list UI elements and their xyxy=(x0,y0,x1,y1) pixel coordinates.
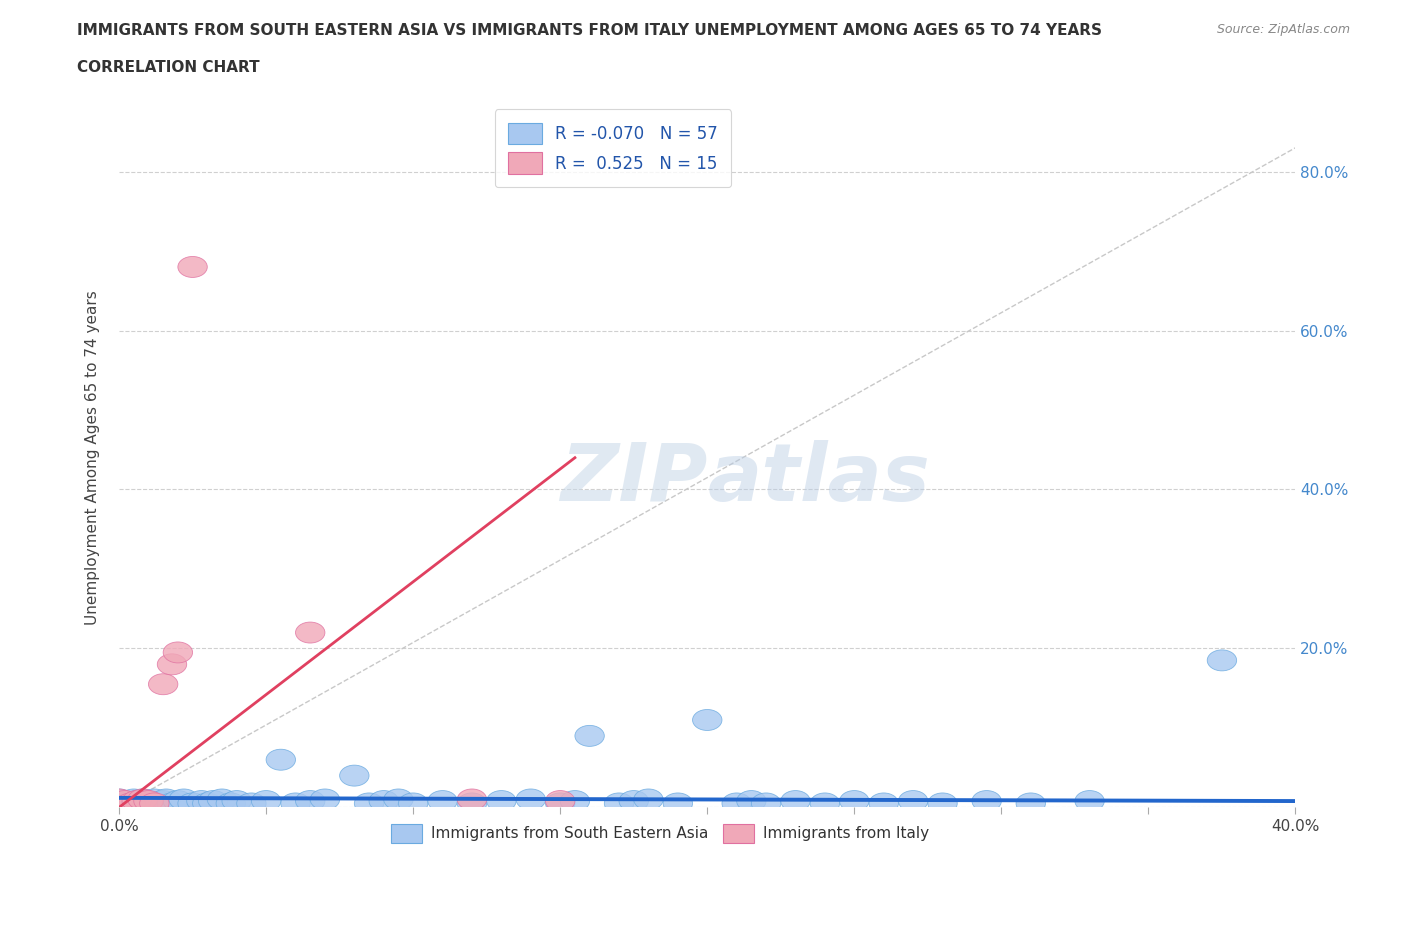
Ellipse shape xyxy=(104,789,134,810)
Ellipse shape xyxy=(575,725,605,747)
Ellipse shape xyxy=(340,765,368,786)
Ellipse shape xyxy=(217,793,246,814)
Ellipse shape xyxy=(972,790,1001,812)
Ellipse shape xyxy=(721,793,751,814)
Ellipse shape xyxy=(560,790,589,812)
Ellipse shape xyxy=(780,790,810,812)
Ellipse shape xyxy=(266,750,295,770)
Ellipse shape xyxy=(516,789,546,810)
Ellipse shape xyxy=(110,790,139,812)
Ellipse shape xyxy=(252,790,281,812)
Ellipse shape xyxy=(198,790,228,812)
Ellipse shape xyxy=(179,793,207,814)
Ellipse shape xyxy=(664,793,693,814)
Ellipse shape xyxy=(207,789,236,810)
Ellipse shape xyxy=(193,793,222,814)
Ellipse shape xyxy=(179,257,207,277)
Ellipse shape xyxy=(157,654,187,675)
Ellipse shape xyxy=(810,793,839,814)
Ellipse shape xyxy=(1208,650,1237,671)
Ellipse shape xyxy=(122,790,152,812)
Ellipse shape xyxy=(295,622,325,643)
Ellipse shape xyxy=(134,790,163,812)
Ellipse shape xyxy=(605,793,634,814)
Ellipse shape xyxy=(869,793,898,814)
Text: IMMIGRANTS FROM SOUTH EASTERN ASIA VS IMMIGRANTS FROM ITALY UNEMPLOYMENT AMONG A: IMMIGRANTS FROM SOUTH EASTERN ASIA VS IM… xyxy=(77,23,1102,38)
Ellipse shape xyxy=(128,789,157,810)
Ellipse shape xyxy=(128,789,157,810)
Ellipse shape xyxy=(187,790,217,812)
Ellipse shape xyxy=(457,793,486,814)
Ellipse shape xyxy=(295,790,325,812)
Ellipse shape xyxy=(152,789,181,810)
Ellipse shape xyxy=(117,793,145,814)
Text: CORRELATION CHART: CORRELATION CHART xyxy=(77,60,260,75)
Ellipse shape xyxy=(149,790,179,812)
Y-axis label: Unemployment Among Ages 65 to 74 years: Unemployment Among Ages 65 to 74 years xyxy=(86,290,100,625)
Text: Source: ZipAtlas.com: Source: ZipAtlas.com xyxy=(1216,23,1350,36)
Ellipse shape xyxy=(149,673,179,695)
Ellipse shape xyxy=(139,793,169,814)
Ellipse shape xyxy=(546,790,575,812)
Legend: Immigrants from South Eastern Asia, Immigrants from Italy: Immigrants from South Eastern Asia, Immi… xyxy=(385,817,935,849)
Ellipse shape xyxy=(354,793,384,814)
Ellipse shape xyxy=(104,789,134,810)
Ellipse shape xyxy=(157,793,187,814)
Ellipse shape xyxy=(163,790,193,812)
Ellipse shape xyxy=(384,789,413,810)
Ellipse shape xyxy=(546,793,575,814)
Ellipse shape xyxy=(898,790,928,812)
Ellipse shape xyxy=(120,789,149,810)
Ellipse shape xyxy=(122,790,152,812)
Ellipse shape xyxy=(163,642,193,663)
Ellipse shape xyxy=(751,793,780,814)
Ellipse shape xyxy=(169,789,198,810)
Ellipse shape xyxy=(427,790,457,812)
Ellipse shape xyxy=(486,790,516,812)
Ellipse shape xyxy=(693,710,721,730)
Ellipse shape xyxy=(142,793,172,814)
Ellipse shape xyxy=(134,790,163,812)
Text: atlas: atlas xyxy=(707,440,929,518)
Ellipse shape xyxy=(398,793,427,814)
Ellipse shape xyxy=(839,790,869,812)
Ellipse shape xyxy=(737,790,766,812)
Ellipse shape xyxy=(1074,790,1104,812)
Ellipse shape xyxy=(281,793,311,814)
Ellipse shape xyxy=(311,789,340,810)
Ellipse shape xyxy=(117,793,145,814)
Ellipse shape xyxy=(619,790,648,812)
Text: ZIP: ZIP xyxy=(560,440,707,518)
Ellipse shape xyxy=(457,789,486,810)
Ellipse shape xyxy=(222,790,252,812)
Ellipse shape xyxy=(110,790,139,812)
Ellipse shape xyxy=(928,793,957,814)
Ellipse shape xyxy=(1017,793,1046,814)
Ellipse shape xyxy=(368,790,398,812)
Ellipse shape xyxy=(236,793,266,814)
Ellipse shape xyxy=(634,789,664,810)
Ellipse shape xyxy=(139,789,169,810)
